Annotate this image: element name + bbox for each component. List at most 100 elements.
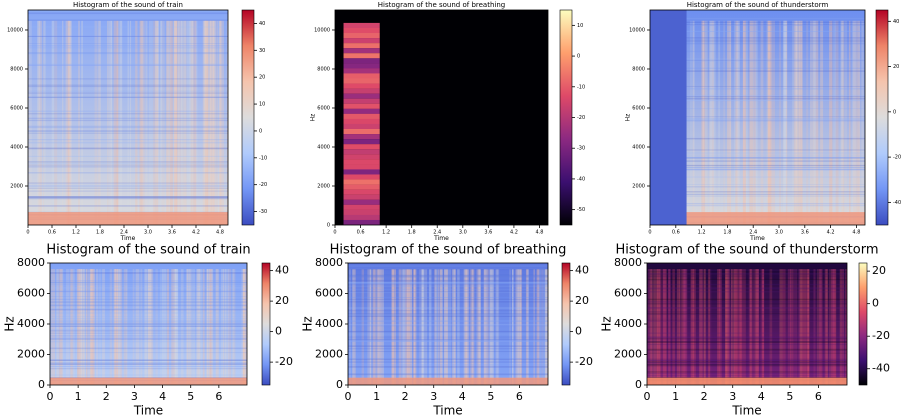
y-tick-label: 2000	[317, 183, 330, 189]
y-axis-label: Hz	[600, 316, 614, 331]
y-tick-label: 6000	[10, 105, 23, 111]
colorbar-tick-label: 40	[259, 21, 265, 27]
y-tick-label: 2000	[632, 183, 645, 189]
colorbar-tick-label: -20	[872, 329, 890, 342]
spectrogram	[335, 10, 548, 225]
y-tick-label: 8000	[17, 256, 45, 269]
colorbar-tick-label: -20	[893, 155, 901, 161]
y-tick-label: 8000	[614, 256, 642, 269]
x-tick-label: 3.0	[459, 230, 467, 236]
spectrogram	[50, 263, 247, 385]
panel: Histogram of the sound of train 0 1 2 3 4 5 6 0 2…	[3, 243, 293, 418]
x-tick-label: 5	[487, 390, 494, 403]
y-tick-label: 4000	[315, 317, 343, 330]
x-tick-label: 2	[402, 390, 409, 403]
x-tick-label: 1.2	[72, 230, 80, 236]
colorbar-tick-label: 20	[275, 294, 289, 307]
y-tick-label: 10000	[629, 27, 645, 33]
colorbar-tick-label: -10	[577, 84, 585, 90]
axes-frame	[649, 9, 866, 226]
x-tick-label: 1.8	[723, 230, 731, 236]
x-axis-label: Time	[120, 235, 136, 242]
colorbar-tick-label: 0	[872, 297, 879, 310]
x-tick-label: 3.6	[168, 230, 176, 236]
x-tick-label: 0	[648, 230, 651, 236]
colorbar-tick-label: -40	[872, 362, 890, 375]
colorbar	[875, 9, 889, 226]
x-tick-label: 2.4	[749, 230, 757, 236]
y-axis-label: Hz	[625, 114, 632, 122]
x-tick-label: 2	[103, 390, 110, 403]
x-axis-label: Time	[433, 235, 449, 242]
y-tick-label: 8000	[317, 66, 330, 72]
y-axis-label: Hz	[3, 316, 17, 331]
spectrogram	[28, 10, 228, 225]
y-axis-label: Hz	[310, 114, 317, 122]
colorbar-tick-label: 20	[575, 294, 589, 307]
y-tick-label: 8000	[10, 66, 23, 72]
axes-frame	[334, 9, 549, 226]
spectrogram	[650, 10, 865, 225]
panel: Histogram of the sound of breathing 0 1 2 3 4…	[301, 243, 593, 418]
y-tick-label: 0	[635, 378, 642, 391]
colorbar	[561, 262, 571, 386]
x-tick-label: 4.2	[510, 230, 518, 236]
x-tick-label: 3	[430, 390, 437, 403]
x-tick-label: 3	[131, 390, 138, 403]
panel: Histogram of the sound of train 0 0.6 1.2 1.…	[7, 1, 267, 242]
x-axis-label: Time	[133, 404, 163, 418]
y-tick-label: 4000	[632, 144, 645, 150]
x-tick-label: 4	[159, 390, 166, 403]
colorbar-tick-label: -50	[577, 207, 585, 213]
y-tick-label: 2000	[10, 183, 23, 189]
y-tick-label: 6000	[614, 287, 642, 300]
x-tick-label: 5	[187, 390, 194, 403]
colorbar-tick-label: 0	[575, 325, 582, 338]
x-axis-label: Time	[432, 404, 462, 418]
x-tick-label: 0.6	[48, 230, 56, 236]
x-tick-label: 6	[815, 390, 822, 403]
y-tick-label: 8000	[315, 256, 343, 269]
colorbar-tick-label: -20	[275, 355, 293, 368]
colorbar-tick-label: -30	[259, 209, 267, 215]
y-tick-label: 0	[336, 378, 343, 391]
colorbar-tick-label: -10	[259, 155, 267, 161]
x-tick-label: 0	[345, 390, 352, 403]
x-tick-label: 2.4	[433, 230, 441, 236]
spectrogram	[647, 263, 847, 385]
x-tick-label: 4.8	[216, 230, 224, 236]
y-tick-label: 2000	[614, 348, 642, 361]
chart-title: Histogram of the sound of thunderstorm	[616, 243, 879, 258]
y-axis-label: Hz	[301, 316, 315, 331]
x-tick-label: 6	[516, 390, 523, 403]
chart-title: Histogram of the sound of breathing	[378, 1, 505, 9]
colorbar-tick-label: 20	[893, 64, 899, 70]
y-tick-label: 6000	[17, 287, 45, 300]
y-tick-label: 4000	[614, 317, 642, 330]
colorbar-tick-label: 40	[893, 19, 899, 25]
x-axis-label: Time	[731, 404, 761, 418]
colorbar	[261, 262, 271, 386]
colorbar-tick-label: -20	[259, 182, 267, 188]
x-tick-label: 3.6	[801, 230, 809, 236]
y-tick-label: 8000	[632, 66, 645, 72]
x-axis-label: Time	[749, 235, 765, 242]
x-tick-label: 1	[75, 390, 82, 403]
x-tick-label: 4.8	[536, 230, 544, 236]
x-tick-label: 0	[47, 390, 54, 403]
x-tick-label: 1.2	[698, 230, 706, 236]
y-tick-label: 10000	[7, 27, 23, 33]
colorbar-tick-label: -20	[575, 355, 593, 368]
x-tick-label: 3.0	[775, 230, 783, 236]
colorbar-tick-label: -40	[893, 200, 901, 206]
y-tick-label: 6000	[632, 105, 645, 111]
colorbar	[559, 9, 573, 226]
colorbar-tick-label: -30	[577, 146, 585, 152]
y-tick-label: 2000	[17, 348, 45, 361]
colorbar-tick-label: 10	[577, 23, 583, 29]
x-tick-label: 3	[729, 390, 736, 403]
chart-title: Histogram of the sound of breathing	[330, 243, 567, 258]
x-tick-label: 0	[333, 230, 336, 236]
colorbar-tick-label: 0	[275, 325, 282, 338]
